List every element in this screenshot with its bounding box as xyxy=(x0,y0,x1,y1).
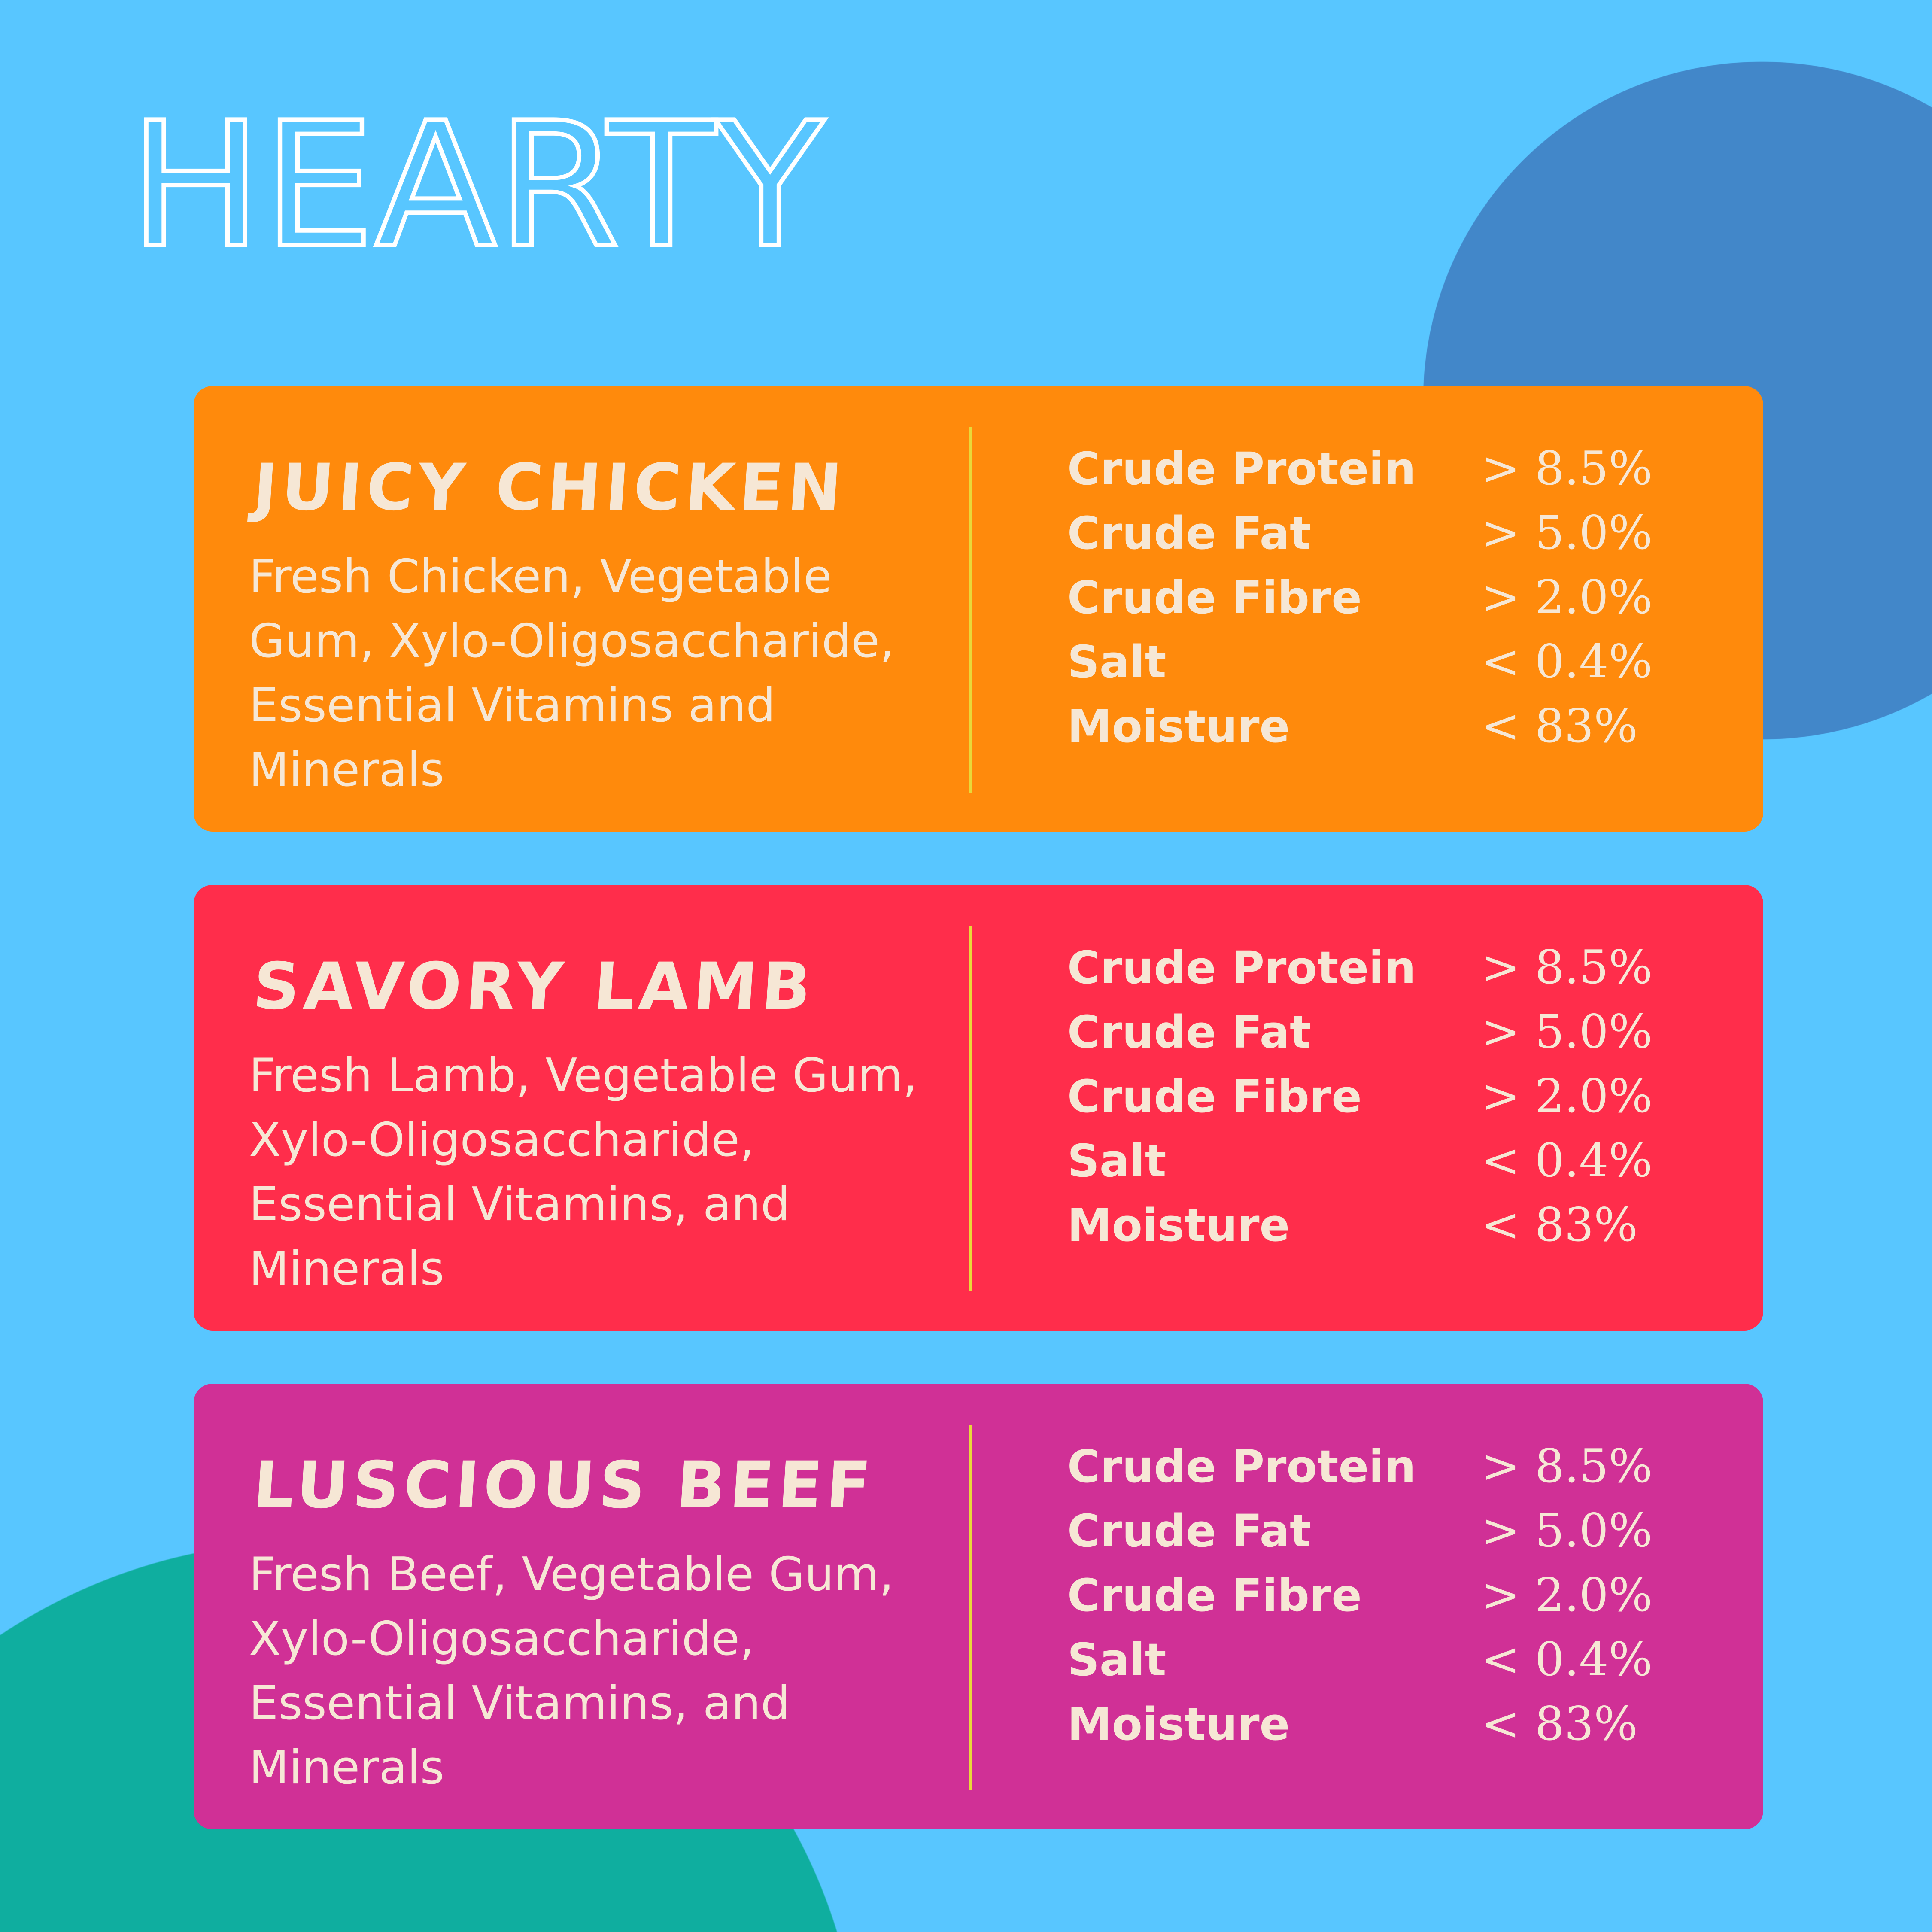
product-name: Luscious Beef xyxy=(250,1448,878,1523)
nutrient-row: Moisture < 83% xyxy=(1067,694,1711,759)
product-ingredients: Fresh Chicken, Vegetable Gum, Xylo-Oligo… xyxy=(249,550,895,797)
nutrient-value: < 0.4% xyxy=(1481,635,1653,689)
nutrient-row: Moisture < 83% xyxy=(1067,1193,1711,1258)
divider xyxy=(969,427,972,793)
nutrient-value: < 83% xyxy=(1481,1198,1638,1252)
product-card: Luscious Beef Fresh Beef, Vegetable Gum,… xyxy=(194,1384,1763,1829)
nutrient-label: Crude Protein xyxy=(1067,1440,1416,1493)
divider xyxy=(969,926,972,1291)
nutrient-value: > 5.0% xyxy=(1481,1005,1653,1059)
nutrient-row: Crude Protein > 8.5% xyxy=(1067,437,1711,501)
nutrient-label: Crude Fibre xyxy=(1067,1569,1362,1622)
nutrient-label: Crude Protein xyxy=(1067,443,1416,495)
nutrient-label: Crude Fibre xyxy=(1067,571,1362,624)
product-name: Juicy Chicken xyxy=(250,450,849,525)
nutrient-value: > 5.0% xyxy=(1481,506,1653,560)
page-title-text: HEARTY xyxy=(129,116,827,258)
nutrient-label: Moisture xyxy=(1067,1698,1290,1750)
nutrient-label: Crude Fat xyxy=(1067,507,1311,559)
nutrient-row: Crude Fat > 5.0% xyxy=(1067,1499,1711,1563)
nutrient-value: > 2.0% xyxy=(1481,1069,1653,1123)
nutrient-label: Moisture xyxy=(1067,700,1290,753)
nutrient-label: Crude Fat xyxy=(1067,1006,1311,1058)
nutrient-table: Crude Protein > 8.5% Crude Fat > 5.0% Cr… xyxy=(1067,1434,1711,1756)
nutrient-row: Crude Protein > 8.5% xyxy=(1067,1434,1711,1499)
product-ingredients: Fresh Lamb, Vegetable Gum, Xylo-Oligosac… xyxy=(249,1049,918,1296)
nutrient-row: Crude Fat > 5.0% xyxy=(1067,501,1711,565)
nutrient-value: > 8.5% xyxy=(1481,941,1653,994)
nutrient-row: Salt < 0.4% xyxy=(1067,630,1711,694)
nutrient-label: Moisture xyxy=(1067,1199,1290,1252)
product-name: Savory Lamb xyxy=(250,949,818,1024)
product-ingredients: Fresh Beef, Vegetable Gum, Xylo-Oligosac… xyxy=(249,1548,894,1795)
divider xyxy=(969,1425,972,1790)
nutrient-value: > 2.0% xyxy=(1481,571,1653,624)
nutrient-value: > 2.0% xyxy=(1481,1568,1653,1622)
nutrient-table: Crude Protein > 8.5% Crude Fat > 5.0% Cr… xyxy=(1067,936,1711,1258)
nutrient-value: < 0.4% xyxy=(1481,1633,1653,1686)
nutrient-value: > 8.5% xyxy=(1481,1440,1653,1493)
nutrient-row: Crude Protein > 8.5% xyxy=(1067,936,1711,1000)
nutrient-label: Salt xyxy=(1067,636,1166,688)
page-title: HEARTY xyxy=(129,116,829,258)
product-card: Juicy Chicken Fresh Chicken, Vegetable G… xyxy=(194,386,1763,832)
nutrient-value: > 8.5% xyxy=(1481,442,1653,495)
nutrient-value: < 83% xyxy=(1481,699,1638,753)
nutrient-label: Crude Fibre xyxy=(1067,1070,1362,1123)
nutrient-label: Salt xyxy=(1067,1634,1166,1686)
nutrient-row: Crude Fibre > 2.0% xyxy=(1067,1064,1711,1129)
nutrient-table: Crude Protein > 8.5% Crude Fat > 5.0% Cr… xyxy=(1067,437,1711,759)
nutrient-value: < 83% xyxy=(1481,1697,1638,1751)
nutrient-label: Salt xyxy=(1067,1135,1166,1187)
product-card: Savory Lamb Fresh Lamb, Vegetable Gum, X… xyxy=(194,885,1763,1331)
nutrient-row: Crude Fat > 5.0% xyxy=(1067,1000,1711,1064)
nutrient-row: Moisture < 83% xyxy=(1067,1692,1711,1756)
nutrient-label: Crude Protein xyxy=(1067,942,1416,994)
nutrient-row: Salt < 0.4% xyxy=(1067,1129,1711,1193)
nutrient-value: > 5.0% xyxy=(1481,1504,1653,1558)
nutrient-row: Salt < 0.4% xyxy=(1067,1628,1711,1692)
nutrient-row: Crude Fibre > 2.0% xyxy=(1067,565,1711,630)
nutrient-row: Crude Fibre > 2.0% xyxy=(1067,1563,1711,1628)
nutrient-label: Crude Fat xyxy=(1067,1505,1311,1557)
nutrient-value: < 0.4% xyxy=(1481,1134,1653,1188)
